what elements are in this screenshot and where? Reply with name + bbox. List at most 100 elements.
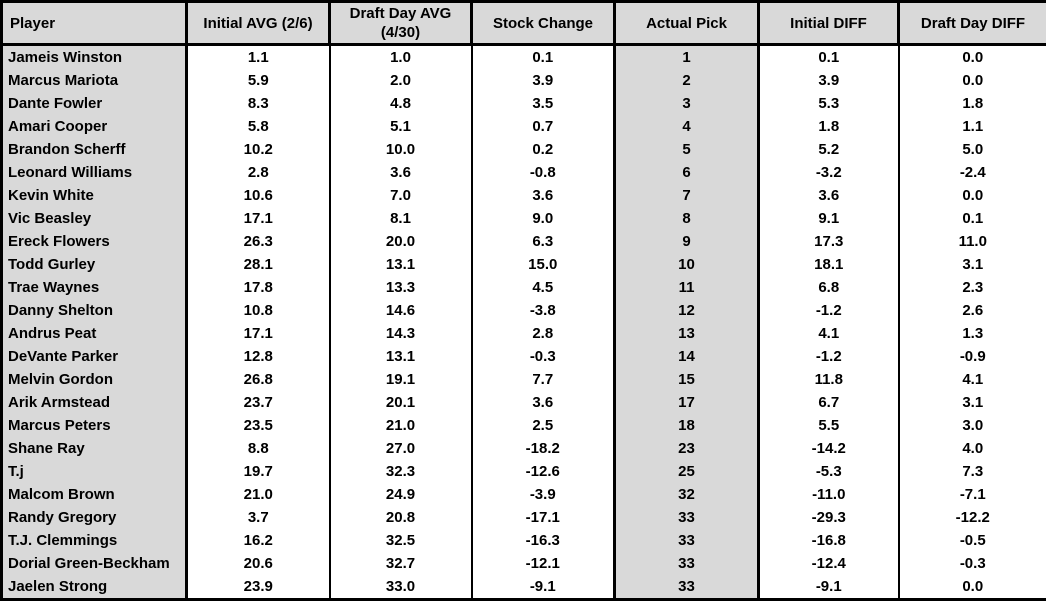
cell-player: Marcus Mariota	[0, 69, 188, 92]
cell-player: T.j	[0, 460, 188, 483]
table-row: Andrus Peat 17.1 14.3 2.8 13 4.1 1.3	[0, 322, 1046, 345]
cell-actual-pick: 9	[613, 230, 760, 253]
cell-initial-diff: 3.6	[757, 184, 900, 207]
cell-draft-day-diff: 3.1	[897, 391, 1046, 414]
cell-draft-day-avg: 32.5	[328, 529, 473, 552]
cell-initial-diff: 6.7	[757, 391, 900, 414]
cell-draft-day-diff: 0.0	[897, 184, 1046, 207]
table-row: Dante Fowler 8.3 4.8 3.5 3 5.3 1.8	[0, 92, 1046, 115]
cell-player: Kevin White	[0, 184, 188, 207]
table-row: Todd Gurley 28.1 13.1 15.0 10 18.1 3.1	[0, 253, 1046, 276]
cell-initial-diff: 1.8	[757, 115, 900, 138]
cell-draft-day-avg: 1.0	[328, 44, 473, 69]
cell-actual-pick: 23	[613, 437, 760, 460]
table-row: Ereck Flowers 26.3 20.0 6.3 9 17.3 11.0	[0, 230, 1046, 253]
table-row: Jaelen Strong 23.9 33.0 -9.1 33 -9.1 0.0	[0, 575, 1046, 600]
cell-draft-day-diff: 0.0	[897, 44, 1046, 69]
cell-draft-day-diff: 1.3	[897, 322, 1046, 345]
cell-stock-change: 4.5	[470, 276, 616, 299]
cell-initial-avg: 5.8	[185, 115, 331, 138]
cell-stock-change: 9.0	[470, 207, 616, 230]
cell-player: Arik Armstead	[0, 391, 188, 414]
table-row: Leonard Williams 2.8 3.6 -0.8 6 -3.2 -2.4	[0, 161, 1046, 184]
cell-initial-avg: 5.9	[185, 69, 331, 92]
cell-initial-avg: 17.1	[185, 207, 331, 230]
cell-initial-diff: -1.2	[757, 345, 900, 368]
table-row: DeVante Parker 12.8 13.1 -0.3 14 -1.2 -0.9	[0, 345, 1046, 368]
cell-actual-pick: 12	[613, 299, 760, 322]
cell-initial-avg: 19.7	[185, 460, 331, 483]
cell-draft-day-diff: 0.1	[897, 207, 1046, 230]
cell-initial-diff: -11.0	[757, 483, 900, 506]
cell-stock-change: -3.8	[470, 299, 616, 322]
cell-actual-pick: 2	[613, 69, 760, 92]
cell-stock-change: 2.8	[470, 322, 616, 345]
cell-stock-change: 7.7	[470, 368, 616, 391]
cell-initial-avg: 10.2	[185, 138, 331, 161]
cell-stock-change: 3.5	[470, 92, 616, 115]
cell-draft-day-avg: 32.3	[328, 460, 473, 483]
cell-stock-change: -17.1	[470, 506, 616, 529]
cell-initial-diff: 6.8	[757, 276, 900, 299]
cell-initial-diff: 3.9	[757, 69, 900, 92]
cell-player: Vic Beasley	[0, 207, 188, 230]
column-header-player: Player	[0, 0, 188, 46]
cell-actual-pick: 14	[613, 345, 760, 368]
cell-draft-day-avg: 27.0	[328, 437, 473, 460]
table-row: Malcom Brown 21.0 24.9 -3.9 32 -11.0 -7.1	[0, 483, 1046, 506]
cell-draft-day-diff: 0.0	[897, 575, 1046, 600]
cell-draft-day-diff: 1.1	[897, 115, 1046, 138]
cell-initial-diff: -3.2	[757, 161, 900, 184]
cell-initial-avg: 20.6	[185, 552, 331, 575]
cell-player: Melvin Gordon	[0, 368, 188, 391]
cell-player: Jaelen Strong	[0, 575, 188, 600]
cell-player: Shane Ray	[0, 437, 188, 460]
cell-initial-avg: 16.2	[185, 529, 331, 552]
table-row: Shane Ray 8.8 27.0 -18.2 23 -14.2 4.0	[0, 437, 1046, 460]
table-body: Jameis Winston 1.1 1.0 0.1 1 0.1 0.0 Marcus Mar…	[0, 44, 1046, 600]
cell-draft-day-diff: -7.1	[897, 483, 1046, 506]
cell-initial-avg: 17.8	[185, 276, 331, 299]
cell-initial-avg: 23.9	[185, 575, 331, 600]
cell-player: Brandon Scherff	[0, 138, 188, 161]
cell-draft-day-avg: 10.0	[328, 138, 473, 161]
cell-initial-diff: 0.1	[757, 44, 900, 69]
cell-player: Malcom Brown	[0, 483, 188, 506]
cell-initial-diff: 11.8	[757, 368, 900, 391]
cell-draft-day-avg: 5.1	[328, 115, 473, 138]
column-header-initial-avg: Initial AVG (2/6)	[185, 0, 331, 46]
column-header-initial-diff: Initial DIFF	[757, 0, 900, 46]
table-row: Jameis Winston 1.1 1.0 0.1 1 0.1 0.0	[0, 44, 1046, 69]
cell-initial-diff: 5.3	[757, 92, 900, 115]
cell-initial-avg: 8.3	[185, 92, 331, 115]
cell-actual-pick: 25	[613, 460, 760, 483]
cell-draft-day-avg: 4.8	[328, 92, 473, 115]
cell-initial-diff: 18.1	[757, 253, 900, 276]
cell-draft-day-avg: 7.0	[328, 184, 473, 207]
cell-stock-change: -18.2	[470, 437, 616, 460]
cell-initial-avg: 26.3	[185, 230, 331, 253]
cell-actual-pick: 33	[613, 575, 760, 600]
cell-initial-diff: -14.2	[757, 437, 900, 460]
cell-stock-change: 2.5	[470, 414, 616, 437]
cell-actual-pick: 7	[613, 184, 760, 207]
cell-stock-change: -3.9	[470, 483, 616, 506]
cell-actual-pick: 33	[613, 552, 760, 575]
cell-draft-day-avg: 32.7	[328, 552, 473, 575]
table-row: Melvin Gordon 26.8 19.1 7.7 15 11.8 4.1	[0, 368, 1046, 391]
cell-draft-day-diff: -2.4	[897, 161, 1046, 184]
table-row: Randy Gregory 3.7 20.8 -17.1 33 -29.3 -12.2	[0, 506, 1046, 529]
cell-draft-day-avg: 13.1	[328, 345, 473, 368]
cell-draft-day-diff: 5.0	[897, 138, 1046, 161]
cell-draft-day-diff: 2.3	[897, 276, 1046, 299]
cell-initial-avg: 23.5	[185, 414, 331, 437]
cell-initial-avg: 28.1	[185, 253, 331, 276]
cell-draft-day-diff: 3.0	[897, 414, 1046, 437]
cell-actual-pick: 17	[613, 391, 760, 414]
cell-player: Danny Shelton	[0, 299, 188, 322]
cell-stock-change: -0.8	[470, 161, 616, 184]
cell-stock-change: -12.6	[470, 460, 616, 483]
cell-player: Jameis Winston	[0, 44, 188, 69]
cell-draft-day-diff: -0.3	[897, 552, 1046, 575]
